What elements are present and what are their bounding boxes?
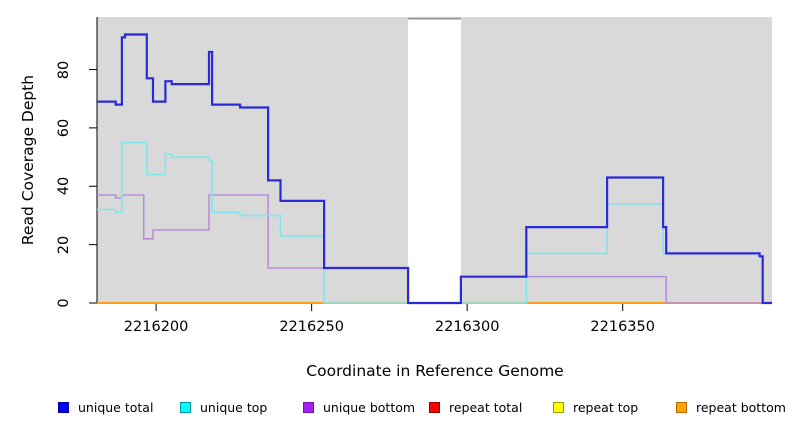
y-tick-label: 20 (56, 235, 72, 254)
legend-item-label: unique bottom (323, 399, 416, 415)
x-axis-title: Coordinate in Reference Genome (306, 362, 564, 380)
repeat-bottom-swatch-icon (676, 401, 687, 413)
x-tick-label: 2216250 (279, 319, 344, 335)
legend-item-unique-bottom: unique bottom (303, 399, 416, 415)
legend-item-label: unique top (200, 399, 268, 415)
legend-item-label: unique total (78, 399, 154, 415)
y-tick-label: 0 (56, 298, 72, 308)
x-tick-label: 2216350 (590, 319, 655, 335)
unique-bottom-swatch-icon (303, 401, 314, 413)
legend-item-repeat-top: repeat top (553, 399, 639, 415)
legend-item-unique-top: unique top (180, 399, 268, 415)
y-tick-label: 40 (56, 177, 72, 196)
legend-item-repeat-total: repeat total (429, 399, 523, 415)
legend-item-unique-total: unique total (58, 399, 154, 415)
unique-total-swatch-icon (58, 401, 69, 413)
legend-item-label: repeat total (449, 399, 523, 415)
x-tick-label: 2216300 (434, 319, 500, 335)
y-axis-title: Read Coverage Depth (19, 74, 37, 246)
y-tick-label: 80 (56, 60, 72, 79)
legend-item-label: repeat top (573, 399, 639, 415)
unique-top-swatch-icon (180, 401, 191, 413)
y-tick-label: 60 (56, 118, 72, 138)
series-line-unique-total (97, 33, 772, 305)
masked-region (408, 17, 461, 304)
repeat-top-swatch-icon (553, 401, 564, 413)
series-line-unique-top (97, 141, 772, 304)
repeat-total-swatch-icon (429, 401, 440, 413)
legend-item-repeat-bottom: repeat bottom (676, 399, 786, 415)
legend-item-label: repeat bottom (696, 399, 786, 415)
x-tick-label: 2216200 (123, 319, 189, 335)
